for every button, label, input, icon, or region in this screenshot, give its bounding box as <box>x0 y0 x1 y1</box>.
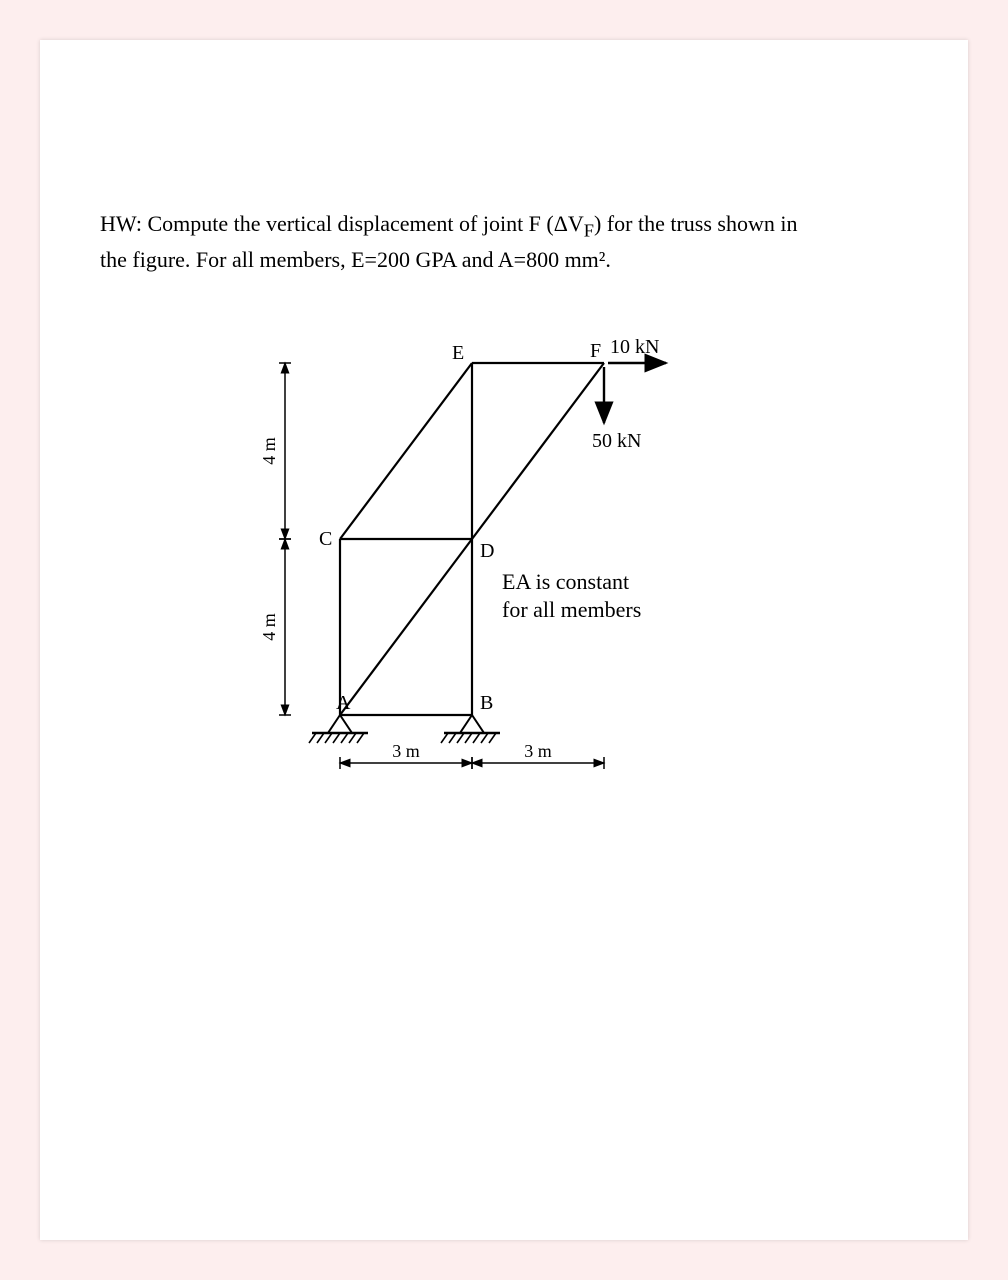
hatch <box>465 733 472 743</box>
force-50kN-label: 50 kN <box>592 430 641 452</box>
problem-line1a: HW: Compute the vertical displacement of… <box>100 211 584 236</box>
hatch <box>333 733 340 743</box>
hatch <box>325 733 332 743</box>
hatch <box>357 733 364 743</box>
truss-diagram: A B C D E F 10 kN 50 kN 4 m 4 m 3 m 3 m EA is consta… <box>235 320 805 790</box>
dim-label: 4 m <box>259 437 279 465</box>
hatch <box>317 733 324 743</box>
hatch <box>349 733 356 743</box>
member-CE <box>340 363 472 539</box>
note-line1: EA is constant <box>502 569 629 594</box>
problem-sub: F <box>584 220 594 240</box>
node-label-A: A <box>336 692 351 714</box>
member-AD <box>340 539 472 715</box>
hatch <box>309 733 316 743</box>
dim-label: 4 m <box>259 613 279 641</box>
support-B <box>460 715 484 733</box>
node-label-C: C <box>319 528 332 550</box>
problem-text: HW: Compute the vertical displacement of… <box>100 208 910 276</box>
node-label-F: F <box>590 340 601 362</box>
node-label-D: D <box>480 540 494 562</box>
force-10kN-label: 10 kN <box>610 336 659 358</box>
hatch <box>441 733 448 743</box>
hatch <box>473 733 480 743</box>
support-A <box>328 715 352 733</box>
problem-line1b: ) for the truss shown in <box>594 211 797 236</box>
node-label-E: E <box>452 342 464 364</box>
hatch <box>481 733 488 743</box>
hatch <box>341 733 348 743</box>
problem-line2: the figure. For all members, E=200 GPA a… <box>100 247 611 272</box>
dim-label: 3 m <box>524 741 552 761</box>
dim-label: 3 m <box>392 741 420 761</box>
hatch <box>449 733 456 743</box>
hatch <box>457 733 464 743</box>
node-label-B: B <box>480 692 493 714</box>
page: HW: Compute the vertical displacement of… <box>40 40 968 1240</box>
note-line2: for all members <box>502 597 641 622</box>
hatch <box>489 733 496 743</box>
member-DF <box>472 363 604 539</box>
